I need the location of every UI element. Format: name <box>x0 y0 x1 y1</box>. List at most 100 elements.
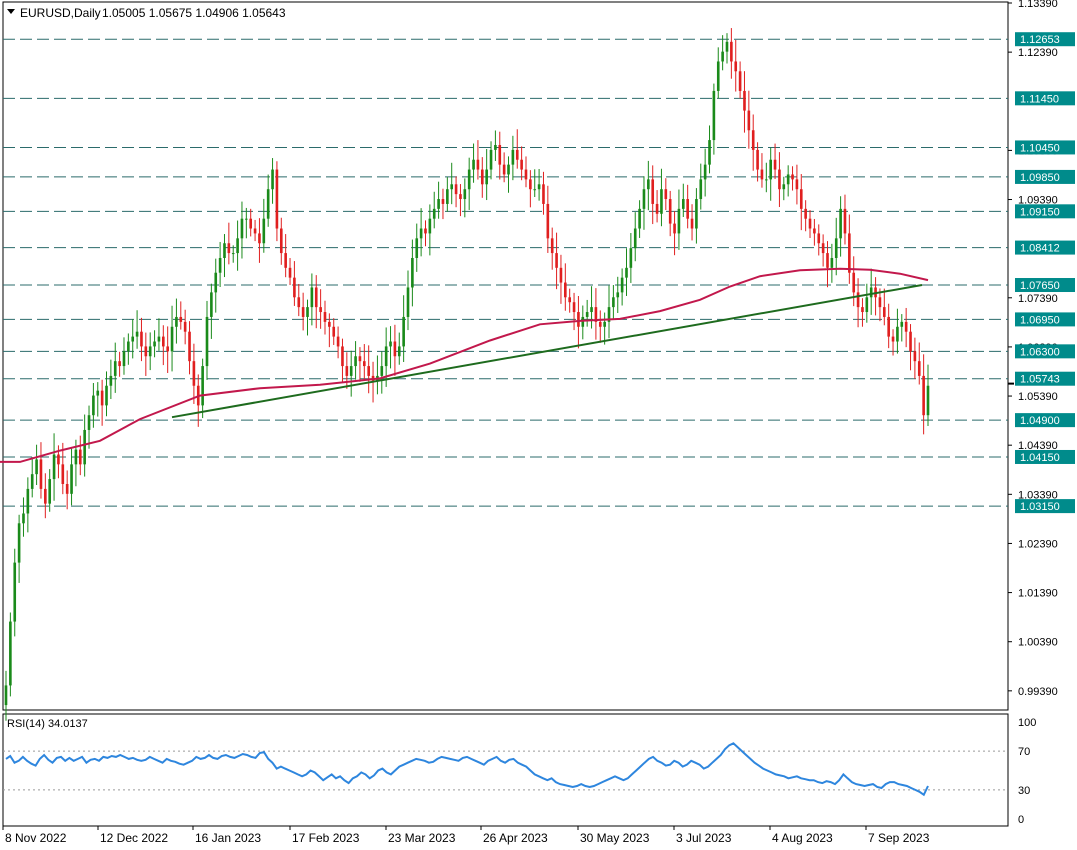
candle-down <box>756 149 759 170</box>
candle-up <box>170 326 174 352</box>
candle-up <box>699 179 703 200</box>
candle-down <box>734 61 738 72</box>
level-tag <box>1015 140 1075 155</box>
candle-up <box>638 208 641 229</box>
candle-down <box>826 253 829 268</box>
time-tick-label: 23 Mar 2023 <box>388 831 456 845</box>
candle-up <box>52 454 56 480</box>
candle-down <box>795 179 799 190</box>
candle-down <box>179 316 183 322</box>
candle-up <box>231 253 235 255</box>
time-tick-label: 26 Apr 2023 <box>483 831 548 845</box>
candle-up <box>306 307 309 317</box>
candle-down <box>550 238 554 254</box>
candle-down <box>393 341 397 357</box>
candle-up <box>380 366 384 376</box>
time-tick-label: 30 May 2023 <box>580 831 650 845</box>
candle-up <box>769 159 773 180</box>
candle-up <box>629 248 633 268</box>
candle-up <box>765 179 768 181</box>
candle-down <box>773 159 777 170</box>
candle-up <box>511 149 515 165</box>
candle-up <box>703 164 707 180</box>
candle-up <box>660 189 663 214</box>
candle-down <box>891 336 895 342</box>
candle-down <box>655 203 659 214</box>
candle-up <box>109 375 113 386</box>
level-tag-label: 1.07650 <box>1020 280 1060 292</box>
candle-up <box>581 316 585 327</box>
candle-down <box>598 321 602 327</box>
candle-up <box>4 685 8 706</box>
candle-down <box>922 375 925 416</box>
candle-up <box>310 287 314 308</box>
candle-up <box>9 621 12 686</box>
candle-up <box>406 287 410 317</box>
candle-down <box>572 302 576 313</box>
candle-up <box>384 346 388 367</box>
time-axis: 8 Nov 2022 12 Dec 2022 16 Jan 2023 17 Feb 2… <box>2 826 930 845</box>
horizontal-levels: 1.12653 1.11450 1.10450 1.09850 1.09150 1.084… <box>3 32 1075 514</box>
candle-down <box>917 361 921 376</box>
candle-down <box>183 321 187 332</box>
price-tick-label: 1.05390 <box>1018 391 1058 403</box>
candle-down <box>358 356 362 362</box>
candle-down <box>297 297 301 308</box>
support-trendline <box>171 284 923 419</box>
candle-up <box>223 243 226 258</box>
candle-down <box>336 336 340 347</box>
level-tag <box>1015 449 1075 464</box>
candle-down <box>804 208 807 219</box>
candle-down <box>821 243 825 254</box>
moving-average-line <box>0 267 929 463</box>
candle-up <box>122 351 126 367</box>
candle-down <box>799 189 803 209</box>
candle-up <box>616 292 620 298</box>
candle-up <box>26 488 30 514</box>
candle-up <box>402 316 405 347</box>
candle-up <box>411 257 414 288</box>
candle-up <box>437 199 440 209</box>
candle-up <box>467 169 471 190</box>
candle-up <box>607 307 611 322</box>
level-tag-label: 1.11450 <box>1020 93 1059 105</box>
symbol-label: EURUSD,Daily <box>20 6 101 20</box>
level-tag <box>1015 278 1075 293</box>
level-tag-label: 1.09150 <box>1020 206 1060 218</box>
candle-down <box>140 331 143 347</box>
time-tick-label: 12 Dec 2022 <box>100 831 168 845</box>
candle-up <box>446 189 449 204</box>
candle-down <box>852 272 856 293</box>
candle-up <box>695 199 698 229</box>
candle-down <box>909 331 912 352</box>
rsi-panel-frame <box>2 713 1009 827</box>
candle-up <box>494 144 497 150</box>
candle-down <box>524 169 528 180</box>
candle-down <box>730 41 733 62</box>
candle-up <box>463 189 467 200</box>
candle-down <box>760 169 764 180</box>
level-tag <box>1015 344 1075 359</box>
candle-down <box>817 233 821 244</box>
ohlc-readout: 1.05005 1.05675 1.04906 1.05643 <box>102 6 286 20</box>
candle-up <box>647 179 650 190</box>
rsi-axis-label: 0 <box>1018 814 1024 826</box>
level-tag <box>1015 413 1075 428</box>
candle-down <box>913 351 917 362</box>
candle-down <box>78 449 82 465</box>
candle-up <box>70 464 73 494</box>
candle-down <box>144 346 148 357</box>
level-tag-label: 1.04900 <box>1020 415 1060 427</box>
level-tag-label: 1.08412 <box>1020 243 1060 255</box>
candle-down <box>520 159 523 170</box>
candle-up <box>716 61 720 91</box>
candle-up <box>681 199 685 209</box>
rsi-panel: 100 70 30 0 RSI(14) 34.0137 <box>3 717 1036 826</box>
price-tick-label: 1.04390 <box>1018 440 1058 452</box>
price-tick-label: 1.13390 <box>1018 0 1058 10</box>
candle-up <box>96 390 100 396</box>
candle-up <box>22 513 25 524</box>
candle-up <box>48 479 52 504</box>
candle-up <box>419 228 423 239</box>
time-tick-label: 16 Jan 2023 <box>195 831 261 845</box>
